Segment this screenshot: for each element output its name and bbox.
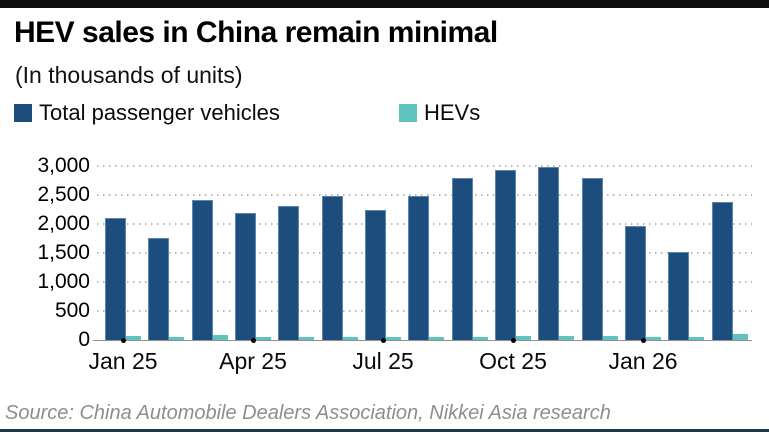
total-passenger-bar (365, 210, 387, 340)
hev-bar (602, 336, 618, 340)
bar-group (365, 210, 402, 340)
x-tick-dot (250, 338, 256, 343)
chart-subtitle: (In thousands of units) (15, 62, 243, 88)
plot-area: Jan 25 Apr 25 Jul 25 Oct 25 Jan 26 (88, 165, 752, 374)
total-passenger-bar (711, 202, 733, 340)
y-tick-label: 3,000 (37, 154, 90, 177)
bar-group (581, 178, 618, 340)
hev-bar (256, 337, 272, 340)
navy-square-icon (14, 104, 32, 122)
bar-group (148, 238, 185, 340)
total-passenger-bar (148, 238, 170, 340)
hev-bar (516, 336, 532, 340)
x-tick-dot (380, 338, 386, 343)
bar-group (668, 252, 705, 340)
x-axis-line (93, 339, 752, 341)
gridline (97, 165, 752, 167)
total-passenger-bar (105, 218, 126, 340)
bar-group (495, 170, 532, 340)
x-tick-dot (120, 338, 126, 343)
x-tick-label: Jul 25 (352, 348, 414, 374)
bottom-rule (0, 429, 769, 432)
total-passenger-bar (235, 213, 257, 340)
legend-label-hevs: HEVs (424, 100, 481, 125)
bar-group (451, 178, 488, 340)
total-passenger-bar (451, 178, 473, 340)
x-tick-label: Apr 25 (219, 348, 287, 374)
legend-item-total: Total passenger vehicles (14, 100, 280, 126)
y-tick-label: 2,500 (37, 183, 90, 206)
hev-bar (342, 337, 358, 340)
bar-group (191, 200, 228, 340)
legend-label-total: Total passenger vehicles (39, 100, 280, 125)
y-tick-label: 2,000 (37, 212, 90, 235)
x-tick-label: Jan 26 (608, 348, 678, 374)
hev-bar (472, 337, 488, 340)
hev-bar (126, 336, 141, 340)
bar-group (278, 206, 315, 340)
bar-group (321, 196, 358, 340)
hev-bar (169, 337, 185, 340)
total-passenger-bar (321, 196, 343, 340)
hev-bar (689, 337, 705, 340)
hev-bar (732, 334, 748, 340)
hev-bar (386, 337, 402, 340)
chart-title: HEV sales in China remain minimal (14, 16, 498, 49)
bar-group (235, 213, 272, 340)
total-passenger-bar (408, 196, 430, 340)
bar-group (711, 202, 748, 340)
bars (97, 166, 752, 340)
bar-group (625, 226, 662, 340)
x-tick-dot (510, 338, 516, 343)
bar-group (408, 196, 445, 340)
total-passenger-bar (191, 200, 213, 340)
teal-square-icon (399, 104, 417, 122)
x-tick-dot (640, 338, 646, 343)
legend-item-hevs: HEVs (399, 100, 480, 126)
total-passenger-bar (581, 178, 603, 340)
hev-bar (212, 335, 228, 340)
y-tick-label: 1,500 (37, 241, 90, 264)
hev-bar (429, 337, 445, 340)
source-note: Source: China Automobile Dealers Associa… (5, 402, 611, 424)
bar-group (538, 167, 575, 340)
total-passenger-bar (625, 226, 647, 340)
total-passenger-bar (278, 206, 300, 340)
hev-bar (559, 336, 575, 340)
total-passenger-bar (538, 167, 560, 340)
hev-bar (299, 337, 315, 340)
bar-group (105, 218, 141, 340)
x-tick-label: Oct 25 (479, 348, 547, 374)
y-axis-labels: 0 500 1,000 1,500 2,000 2,500 3,000 (0, 155, 90, 351)
x-tick-label: Jan 25 (88, 348, 158, 374)
y-tick-label: 1,000 (37, 270, 90, 293)
legend: Total passenger vehicles HEVs (14, 100, 754, 126)
y-tick-label: 0 (78, 328, 90, 351)
top-rule (0, 0, 769, 8)
total-passenger-bar (495, 170, 517, 340)
gridline (97, 194, 752, 196)
hev-bar (646, 337, 662, 340)
total-passenger-bar (668, 252, 690, 340)
y-tick-label: 500 (54, 299, 90, 322)
